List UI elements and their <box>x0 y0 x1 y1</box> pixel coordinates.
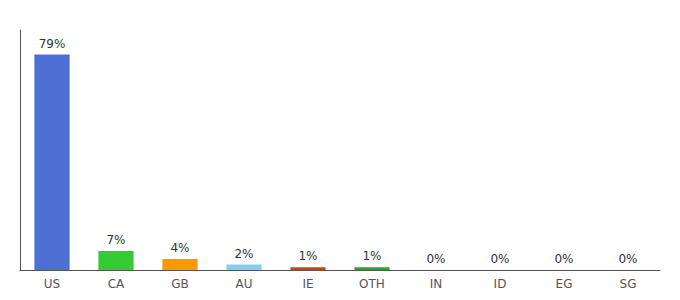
svg-text:CA: CA <box>108 277 125 291</box>
svg-text:0%: 0% <box>490 252 509 266</box>
svg-text:IE: IE <box>302 277 313 291</box>
svg-text:0%: 0% <box>554 252 573 266</box>
svg-text:EG: EG <box>556 277 573 291</box>
svg-text:ID: ID <box>494 277 507 291</box>
svg-text:7%: 7% <box>106 233 125 247</box>
svg-text:1%: 1% <box>298 249 317 263</box>
svg-text:1%: 1% <box>362 249 381 263</box>
svg-text:4%: 4% <box>170 241 189 255</box>
svg-text:IN: IN <box>430 277 443 291</box>
svg-text:US: US <box>44 277 60 291</box>
svg-text:SG: SG <box>620 277 637 291</box>
svg-text:AU: AU <box>236 277 253 291</box>
svg-text:79%: 79% <box>39 37 66 51</box>
svg-text:GB: GB <box>171 277 189 291</box>
svg-text:0%: 0% <box>426 252 445 266</box>
svg-text:2%: 2% <box>234 247 253 261</box>
svg-text:OTH: OTH <box>359 277 385 291</box>
svg-text:0%: 0% <box>618 252 637 266</box>
